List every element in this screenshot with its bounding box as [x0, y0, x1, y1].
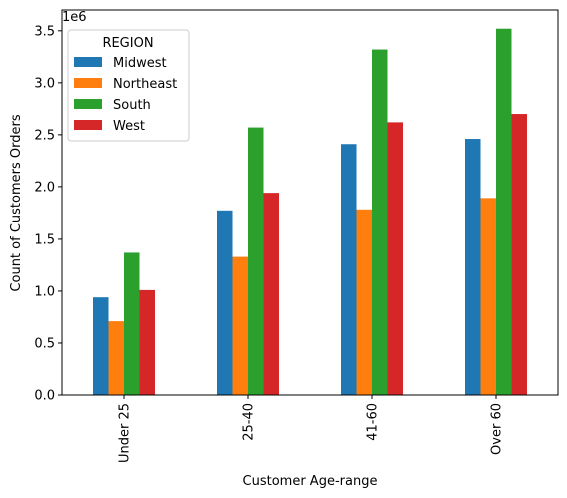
y-tick-label: 2.5 [34, 128, 55, 143]
bars-group [93, 28, 527, 396]
legend-swatch-south [74, 99, 102, 109]
y-tick-label: 1.0 [34, 284, 55, 299]
legend-label-northeast: Northeast [113, 77, 177, 92]
y-tick-label: 3.5 [34, 24, 55, 39]
x-axis: Under 25 25-40 41-60 Over 60 [118, 395, 505, 463]
y-tick-label: 1.5 [34, 232, 55, 247]
y-tick-label: 0.5 [34, 336, 55, 351]
legend-title: REGION [102, 36, 153, 51]
bar-northeast-1 [232, 256, 248, 395]
bar-south-3 [496, 28, 512, 395]
bar-south-0 [124, 252, 140, 395]
bar-west-2 [387, 122, 403, 395]
bar-south-2 [372, 49, 388, 396]
plot-frame [61, 9, 559, 396]
bar-south-1 [248, 127, 264, 395]
y-axis-label: Count of Customers Orders [9, 114, 24, 291]
bar-west-3 [511, 114, 527, 396]
x-tick-label: Under 25 [118, 403, 133, 463]
x-tick-label: 25-40 [242, 403, 257, 441]
y-tick-label: 2.0 [34, 180, 55, 195]
bar-northeast-2 [356, 209, 372, 395]
bar-northeast-3 [480, 198, 496, 395]
legend-swatch-west [74, 120, 102, 130]
legend-swatch-northeast [74, 78, 102, 88]
bar-midwest-3 [465, 139, 481, 395]
y-tick-label: 3.0 [34, 76, 55, 91]
legend-label-midwest: Midwest [113, 56, 167, 71]
x-tick-label: 41-60 [366, 403, 381, 441]
bar-west-1 [263, 193, 279, 395]
x-tick-label: Over 60 [490, 403, 505, 455]
legend-items: Midwest Northeast South West [74, 56, 177, 134]
legend-label-south: South [113, 98, 151, 113]
bar-midwest-0 [93, 297, 109, 395]
y-offset-label: 1e6 [62, 10, 87, 25]
bar-northeast-0 [108, 321, 124, 395]
bar-midwest-2 [341, 144, 357, 395]
legend-label-west: West [113, 119, 145, 134]
bar-west-0 [139, 289, 155, 395]
legend: REGION Midwest Northeast South West [67, 29, 190, 142]
legend-swatch-midwest [74, 57, 102, 67]
bar-midwest-1 [217, 210, 233, 395]
y-tick-label: 0.0 [34, 389, 55, 404]
x-axis-label: Customer Age-range [243, 474, 378, 489]
y-axis: 0.0 0.5 1.0 1.5 2.0 2.5 3.0 3.5 [34, 24, 62, 404]
